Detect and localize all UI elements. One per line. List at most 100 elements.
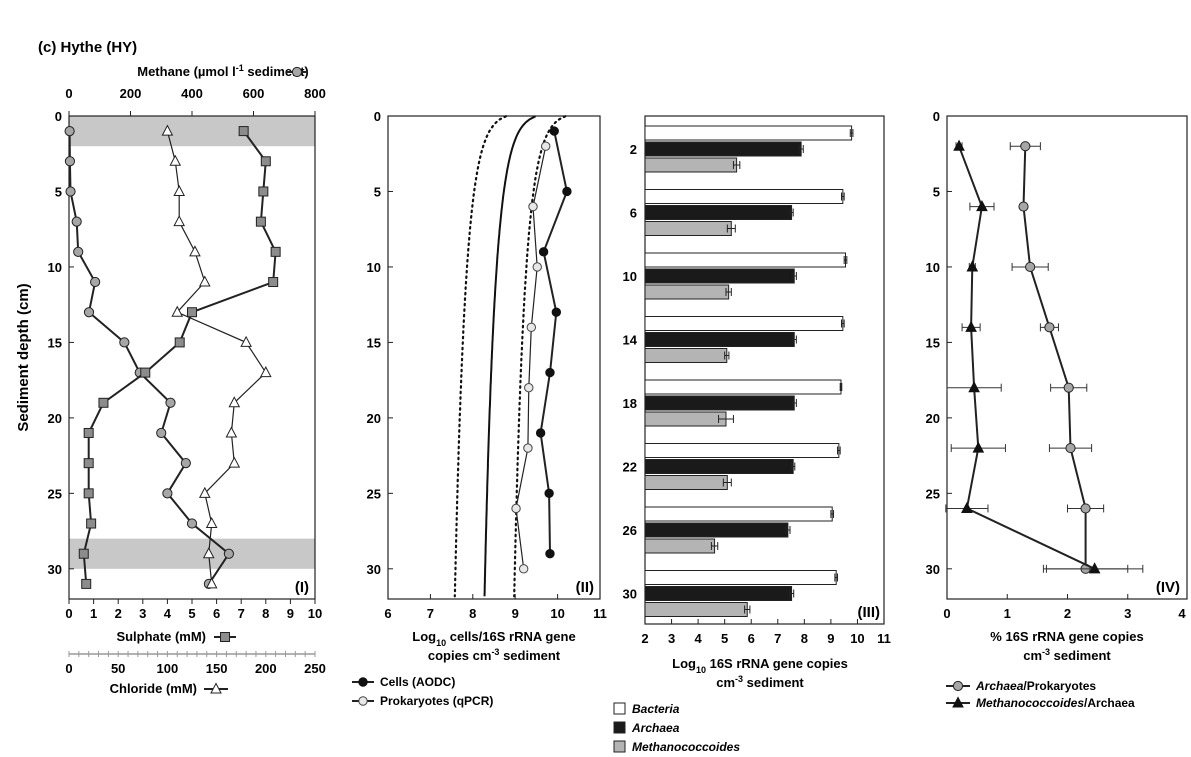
sulphate-point <box>86 518 97 529</box>
x-tick-label: 6 <box>748 631 755 646</box>
point <box>518 564 529 574</box>
chloride-point <box>198 275 211 287</box>
point <box>1080 503 1091 514</box>
sulphate-point <box>255 216 266 227</box>
methane-legend-marker <box>291 66 303 78</box>
point <box>1063 382 1074 393</box>
series-methanococcoides <box>958 145 1096 570</box>
y-axis-label: Sediment depth (cm) <box>15 283 32 431</box>
sulphate-tick-label: 2 <box>115 606 122 621</box>
chloride-point <box>202 547 215 559</box>
point <box>535 428 546 438</box>
chloride-point <box>228 456 241 468</box>
bar-bacteria <box>644 570 837 585</box>
methane-point <box>65 186 76 197</box>
bar-bacteria <box>644 189 844 204</box>
bar-bacteria <box>644 379 842 395</box>
panel-II-ytick-label: 30 <box>367 562 381 577</box>
methane-point <box>180 458 191 469</box>
x-axis-label-line1: Log10 cells/16S rRNA gene <box>412 629 575 648</box>
panel-I-ytick-label: 30 <box>48 562 62 577</box>
x-tick-label: 2 <box>1064 606 1071 621</box>
chloride-point <box>198 486 211 498</box>
methane-point <box>90 276 101 288</box>
x-tick-label: 10 <box>850 631 864 646</box>
sulphate-point <box>187 307 197 318</box>
chloride-tick-label: 200 <box>255 661 277 676</box>
methane-tick-label: 600 <box>243 86 265 101</box>
bar-methanococcoides <box>644 221 732 236</box>
point <box>528 201 538 212</box>
sulphate-tick-label: 7 <box>238 606 245 621</box>
bar-methanococcoides <box>644 348 728 363</box>
sulphate-point <box>268 277 279 288</box>
point <box>541 141 551 151</box>
chloride-point <box>169 154 182 166</box>
methane-axis-label: Methane (µmol l-1 sediment) <box>137 63 309 79</box>
chloride-tick-label: 0 <box>65 661 72 676</box>
x-tick-label: 5 <box>721 631 728 646</box>
bar-methanococcoides <box>644 157 738 173</box>
point <box>526 322 537 333</box>
x-tick-label: 9 <box>512 606 519 621</box>
methane-point <box>73 246 84 257</box>
sulphate-point <box>258 186 269 197</box>
panel-II-ytick-label: 25 <box>367 486 381 501</box>
chloride-axis-label: Chloride (mM) <box>110 681 197 696</box>
panel-I-ytick-label: 5 <box>55 184 62 199</box>
x-tick-label: 3 <box>1124 606 1131 621</box>
point <box>532 262 542 272</box>
point <box>1044 322 1055 333</box>
chloride-legend-marker <box>210 682 222 694</box>
panel-II-ytick-label: 20 <box>367 411 381 426</box>
legend-label: Bacteria <box>632 702 680 716</box>
x-tick-label: 1 <box>1004 606 1011 621</box>
sulphate-point <box>174 337 185 348</box>
point <box>972 441 985 453</box>
chloride-point <box>171 305 184 317</box>
x-tick-label: 4 <box>694 631 702 646</box>
methane-point <box>64 125 75 137</box>
legend-label: Archaea <box>631 721 680 735</box>
x-tick-label: 9 <box>827 631 834 646</box>
point <box>953 139 965 151</box>
chloride-point <box>259 366 272 378</box>
point <box>965 320 977 332</box>
series-sulphate <box>82 130 277 584</box>
chloride-point <box>228 396 241 408</box>
sulphate-tick-label: 1 <box>90 606 97 621</box>
methane-point <box>186 518 198 529</box>
chloride-tick-label: 100 <box>157 661 179 676</box>
panel-IV-ytick-label: 20 <box>926 411 940 426</box>
bar-bacteria <box>644 125 853 141</box>
panel-IV-ytick-label: 0 <box>933 109 940 124</box>
point <box>1020 141 1031 152</box>
category-label: 22 <box>623 460 637 475</box>
x-tick-label: 0 <box>943 606 950 621</box>
x-axis-label-line2: cm-3 sediment <box>716 674 804 690</box>
shaded-band <box>69 538 315 569</box>
methane-point <box>119 337 130 348</box>
point <box>549 126 559 136</box>
x-tick-label: 7 <box>427 606 434 621</box>
point <box>538 247 549 257</box>
point <box>511 503 521 514</box>
category-label: 18 <box>623 396 637 411</box>
bar-methanococcoides <box>644 284 730 300</box>
bar-archaea <box>644 395 795 411</box>
panel-II: 6 7 8 9 10 11 0 5 10 15 20 25 30 (II) Log10 cells/16S … <box>352 109 607 708</box>
panel-IV-ytick-label: 15 <box>926 335 940 350</box>
panel-label: (II) <box>576 579 594 596</box>
methane-point <box>64 156 76 167</box>
figure-title: (c) Hythe (HY) <box>38 39 137 56</box>
series-chloride <box>166 130 267 584</box>
shaded-band <box>69 116 315 147</box>
point <box>545 549 555 559</box>
point <box>544 488 554 499</box>
x-tick-label: 2 <box>641 631 648 646</box>
category-label: 26 <box>623 523 637 538</box>
chloride-point <box>161 124 174 136</box>
point <box>976 199 988 212</box>
chloride-tick-label: 50 <box>111 661 125 676</box>
